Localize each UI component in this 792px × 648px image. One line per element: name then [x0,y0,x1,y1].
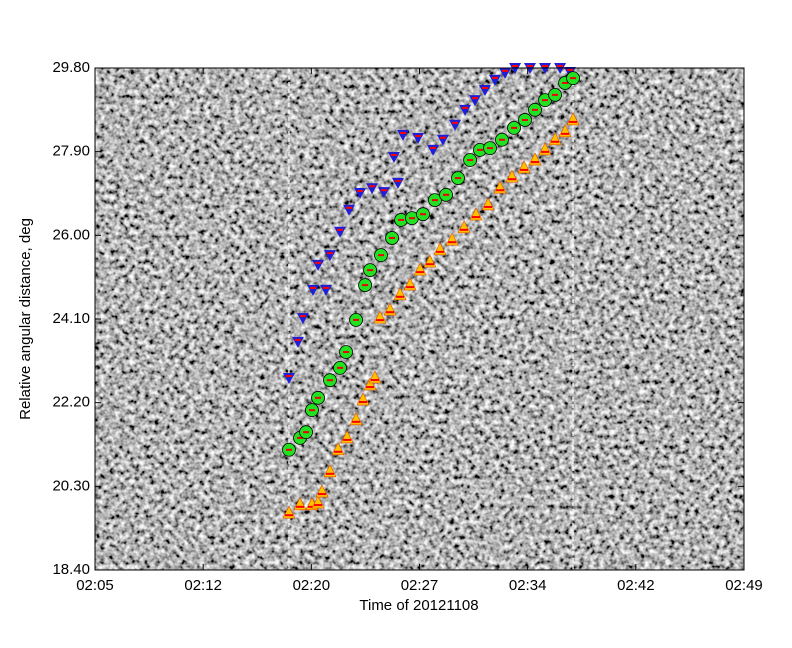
x-tick-label: 02:34 [509,577,547,594]
data-point [323,250,336,262]
data-point [449,119,462,131]
data-point [296,313,309,325]
data-point [396,129,409,141]
y-tick-label: 20.30 [52,477,90,494]
data-point [387,151,400,163]
data-point [333,360,347,375]
data-point [319,284,332,296]
y-tick-label: 22.20 [52,394,90,411]
data-point [517,160,531,174]
data-point [339,345,353,359]
data-point [291,336,304,348]
data-point [558,124,572,138]
data-point [385,231,399,245]
x-axis-label: Time of 20121108 [359,597,478,614]
data-point [468,95,481,107]
data-point [331,442,345,456]
data-point [393,287,407,301]
data-point [548,132,562,146]
data-point [311,390,325,405]
data-point [457,220,471,234]
data-point [282,373,295,385]
data-point [356,392,370,406]
data-point [423,254,437,268]
data-point [363,263,377,278]
y-tick-label: 26.00 [52,226,90,243]
data-point [416,207,430,222]
data-point [293,497,307,511]
data-point [377,187,390,199]
plot-layer [282,63,580,570]
data-point [433,242,447,256]
data-point [483,141,497,156]
data-point [373,310,387,324]
data-point [412,133,425,145]
data-point [340,430,354,444]
data-point [436,134,449,146]
data-point [299,425,313,440]
data-point [538,142,552,156]
data-point [374,248,388,263]
x-tick-label: 02:12 [184,577,222,594]
x-tick-label: 02:27 [401,577,439,594]
data-point [391,177,404,189]
data-point [538,93,552,108]
data-point [349,312,363,327]
data-point [323,464,337,478]
data-point [459,104,472,116]
data-point [358,278,372,292]
data-point [354,188,367,200]
data-point [528,102,542,117]
data-point [403,277,417,291]
data-point [349,412,363,426]
data-point [305,403,319,418]
data-point [413,262,427,276]
data-point [481,197,495,211]
x-tick-label: 02:20 [293,577,331,594]
data-point [463,153,477,167]
data-point [493,180,507,194]
data-point [383,302,397,316]
x-tick-label: 02:42 [617,577,655,594]
data-point [507,120,521,135]
data-point [307,284,320,296]
x-tick-label: 02:05 [76,577,114,594]
data-point [342,204,355,216]
data-point [439,187,453,202]
data-point [469,207,483,221]
data-point [495,132,509,147]
y-axis-label: Relative angular distance, deg [17,218,34,420]
data-point [451,171,465,185]
data-point [312,259,325,271]
data-point [282,505,296,519]
data-point [499,67,512,79]
data-point [323,373,337,388]
data-point [366,183,379,195]
x-tick-label: 02:49 [725,577,763,594]
data-point [505,169,519,183]
y-tick-label: 18.40 [52,561,90,578]
y-tick-label: 29.80 [52,59,90,76]
data-point [315,484,329,498]
data-point [427,144,440,156]
data-point [566,112,580,126]
y-tick-label: 27.90 [52,143,90,160]
data-point [363,377,377,391]
image-noise [95,68,744,570]
data-point [282,442,296,457]
data-point [311,495,325,509]
data-point [333,226,346,238]
data-point [445,232,459,246]
data-point [428,193,442,208]
data-point [489,74,502,86]
y-tick-label: 24.10 [52,310,90,327]
data-point [566,71,580,86]
data-point [368,370,382,384]
data-point [478,85,491,97]
data-point [518,113,532,127]
data-point [548,87,562,102]
data-point [528,152,542,166]
